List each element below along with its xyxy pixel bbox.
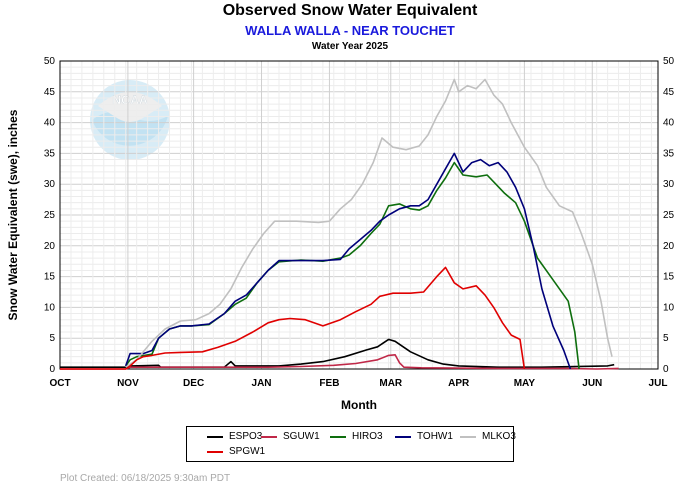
legend-item-hiro3: HIRO3 xyxy=(330,431,383,442)
legend-label: SPGW1 xyxy=(229,446,266,457)
legend-swatch xyxy=(395,435,411,438)
chart-subtitle: WALLA WALLA - NEAR TOUCHET xyxy=(245,23,455,38)
x-tick-label: DEC xyxy=(183,378,204,389)
x-tick-label: JUN xyxy=(582,378,602,389)
legend-item-spgw1: SPGW1 xyxy=(207,446,265,457)
legend-label: SGUW1 xyxy=(283,431,320,442)
y-tick-label-left: 35 xyxy=(44,148,56,159)
y-tick-label-left: 20 xyxy=(44,241,56,252)
series-line-tohw1 xyxy=(124,152,572,370)
y-tick-label-right: 50 xyxy=(663,56,675,67)
legend-item-espo3: ESPO3 xyxy=(207,431,262,442)
x-tick-label: FEB xyxy=(319,378,339,389)
y-tick-label-left: 50 xyxy=(44,56,56,67)
y-tick-label-left: 25 xyxy=(44,210,56,221)
plot-created-note: Plot Created: 06/18/2025 9:30am PDT xyxy=(60,473,231,484)
y-axis-label: Snow Water Equivalent (swe), inches xyxy=(6,109,20,320)
y-tick-label-left: 15 xyxy=(44,272,56,283)
legend-swatch xyxy=(207,435,223,438)
x-axis-label: Month xyxy=(341,398,377,412)
y-tick-label-right: 40 xyxy=(663,118,675,129)
plot-frame xyxy=(59,60,659,370)
x-tick-labels: OCT NOV DEC JAN FEB MAR APR MAY JUN JUL xyxy=(49,378,667,389)
legend-label: HIRO3 xyxy=(352,431,383,442)
chart-legend: ESPO3 SGUW1 HIRO3 TOHW1 MLKO3 SPGW1 xyxy=(186,426,516,462)
series-line-spgw1 xyxy=(60,266,526,370)
x-tick-label: JAN xyxy=(252,378,272,389)
y-tick-label-right: 5 xyxy=(663,333,669,344)
legend-swatch xyxy=(460,435,476,438)
legend-swatch xyxy=(330,435,346,438)
y-tick-label-left: 10 xyxy=(44,302,56,313)
y-tick-label-right: 25 xyxy=(663,210,675,221)
x-tick-label: OCT xyxy=(49,378,70,389)
chart-title: Observed Snow Water Equivalent xyxy=(222,2,478,19)
y-tick-label-left: 45 xyxy=(44,87,56,98)
y-tick-label-left: 40 xyxy=(44,118,56,129)
legend-item-mlko3: MLKO3 xyxy=(460,431,516,442)
x-tick-label: APR xyxy=(448,378,470,389)
series-line-mlko3 xyxy=(125,78,613,368)
series-lines xyxy=(60,78,619,370)
series-line-sguw1 xyxy=(60,353,619,370)
x-tick-label: JUL xyxy=(649,378,668,389)
y-tick-label-right: 30 xyxy=(663,179,675,190)
legend-item-tohw1: TOHW1 xyxy=(395,431,453,442)
y-tick-label-right: 10 xyxy=(663,302,675,313)
legend-swatch xyxy=(207,450,223,453)
x-tick-label: MAR xyxy=(379,378,403,389)
legend-swatch xyxy=(261,435,277,438)
legend-label: TOHW1 xyxy=(417,431,453,442)
y-tick-label-right: 45 xyxy=(663,87,675,98)
x-tick-label: MAY xyxy=(514,378,536,389)
chart-caption: Water Year 2025 xyxy=(311,41,389,52)
legend-item-sguw1: SGUW1 xyxy=(261,431,320,442)
y-tick-labels: 0 0 5 5 10 10 15 15 20 20 25 25 30 30 35 35 40 40 45 45 50 50 xyxy=(44,56,675,375)
legend-label: ESPO3 xyxy=(229,431,263,442)
y-tick-label-right: 20 xyxy=(663,241,675,252)
y-tick-label-right: 0 xyxy=(663,364,669,375)
y-tick-label-left: 5 xyxy=(49,333,55,344)
legend-label: MLKO3 xyxy=(482,431,516,442)
y-tick-label-right: 15 xyxy=(663,272,675,283)
x-tick-label: NOV xyxy=(117,378,139,389)
y-tick-label-left: 30 xyxy=(44,179,56,190)
grid-lines xyxy=(59,60,659,370)
y-tick-label-right: 35 xyxy=(663,148,675,159)
y-tick-label-left: 0 xyxy=(49,364,55,375)
